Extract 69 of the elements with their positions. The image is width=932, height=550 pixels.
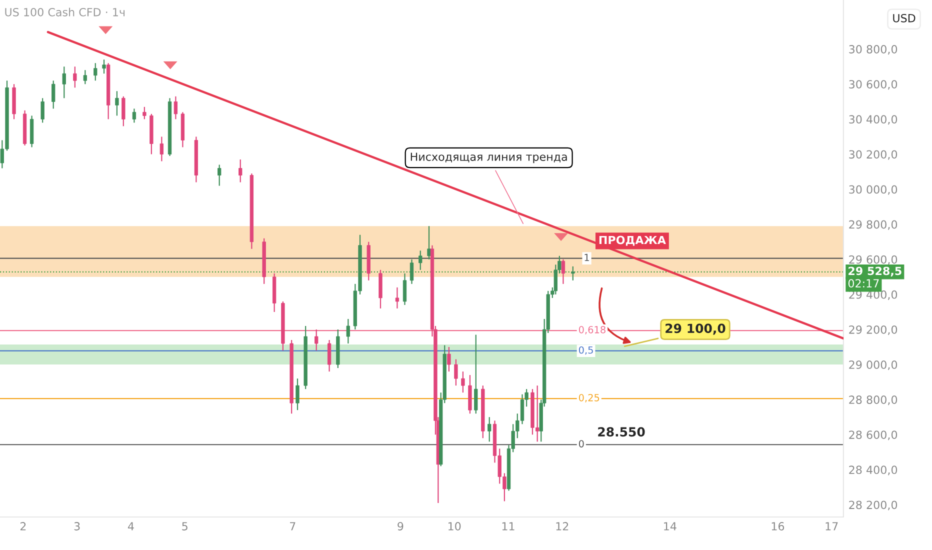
y-tick-label: 29 000,0 xyxy=(849,360,898,370)
candlestick xyxy=(142,106,146,120)
y-tick-label: 30 800,0 xyxy=(849,45,898,55)
x-tick-label: 12 xyxy=(556,522,568,530)
candlestick xyxy=(62,66,66,99)
candlestick xyxy=(160,136,164,162)
x-tick-label: 2 xyxy=(20,522,26,530)
candlestick xyxy=(52,80,56,110)
candlestick xyxy=(238,158,242,183)
y-tick-label: 30 000,0 xyxy=(849,185,898,195)
ref-line-label: 29 528,5 xyxy=(848,266,902,277)
x-tick-label: 11 xyxy=(502,522,514,530)
candlestick xyxy=(461,370,465,394)
annotation: 0,25 xyxy=(578,394,600,402)
candlestick xyxy=(174,96,178,120)
y-tick-label: 29 800,0 xyxy=(849,220,898,230)
candlestick xyxy=(561,258,566,284)
x-tick-label: 17 xyxy=(826,522,838,530)
candlestick xyxy=(454,358,458,386)
candlestick xyxy=(474,334,478,414)
candlestick xyxy=(83,70,87,85)
y-tick-label: 29 600,0 xyxy=(849,255,898,265)
x-tick-label: 5 xyxy=(182,522,188,530)
candlestick xyxy=(488,416,492,442)
x-tick-label: 10 xyxy=(448,522,461,530)
candlestick xyxy=(94,62,98,82)
candlestick xyxy=(218,164,222,186)
annotation: 29 100,0 xyxy=(666,324,726,335)
annotation: 0,618 xyxy=(578,326,606,334)
candlestick xyxy=(40,98,44,124)
annotation: 1 xyxy=(584,254,589,262)
annotation: 0,5 xyxy=(578,346,593,355)
candlestick xyxy=(395,286,400,309)
candlestick xyxy=(296,378,300,411)
y-tick-label: 30 200,0 xyxy=(849,150,898,160)
candlestick xyxy=(122,96,126,127)
candlestick xyxy=(115,90,119,116)
candlestick xyxy=(418,250,422,270)
y-tick-label: 28 800,0 xyxy=(849,396,898,406)
candlestick xyxy=(427,226,431,260)
y-tick-label: 30 400,0 xyxy=(849,115,898,125)
text: USD xyxy=(893,14,916,22)
y-tick-label: 29 200,0 xyxy=(849,325,898,335)
candlestick xyxy=(447,346,451,372)
candlestick xyxy=(402,272,407,306)
annotation: Нисходящая линия тренда xyxy=(410,152,567,164)
candlestick xyxy=(314,328,318,352)
x-tick-label: 4 xyxy=(128,522,134,530)
candlestick xyxy=(410,258,414,284)
annotation: 28.550 xyxy=(598,427,645,437)
x-tick-label: 9 xyxy=(398,522,404,530)
y-tick-label: 28 400,0 xyxy=(849,466,898,476)
candlestick xyxy=(346,318,350,344)
candlestick xyxy=(571,266,575,281)
y-tick-label: 28 600,0 xyxy=(849,430,898,440)
annotation: 0 xyxy=(578,440,584,448)
x-tick-label: 16 xyxy=(772,522,784,530)
text: US 100 Cash CFD · 1ч xyxy=(5,8,125,16)
candlestick xyxy=(102,59,106,74)
y-tick-label: 28 200,0 xyxy=(849,500,898,510)
text: 02:17 xyxy=(848,279,879,288)
y-tick-label: 30 600,0 xyxy=(849,80,898,90)
x-tick-label: 14 xyxy=(664,522,676,530)
candlestick xyxy=(73,66,77,88)
x-tick-label: 7 xyxy=(290,522,296,530)
candlestick xyxy=(132,108,136,124)
candlestick xyxy=(327,339,332,372)
annotation: ПРОДАЖА xyxy=(599,236,666,246)
x-tick-label: 3 xyxy=(74,522,80,530)
